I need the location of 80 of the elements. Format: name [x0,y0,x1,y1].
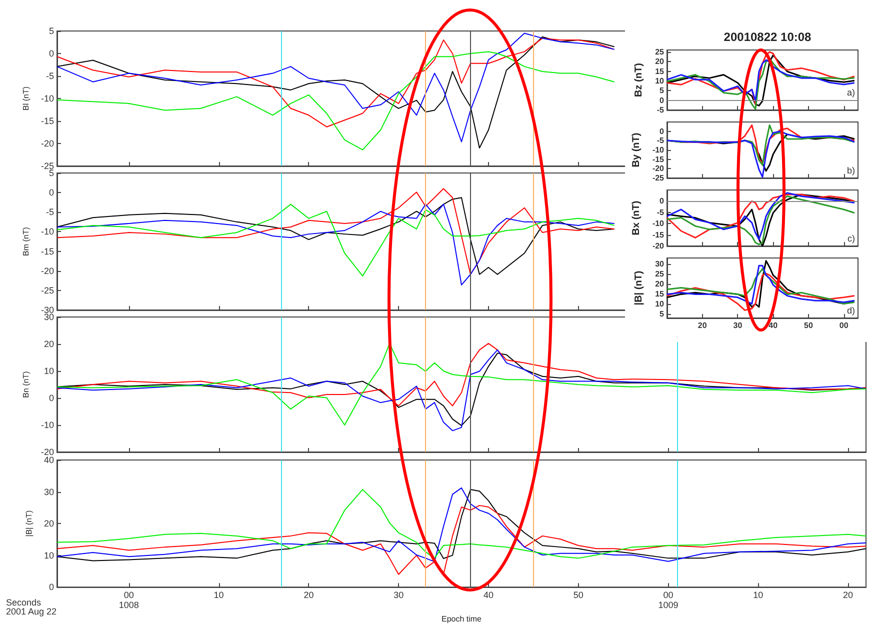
y-tick-label: 10 [655,300,665,308]
y-tick-label: 0 [48,582,54,592]
y-tick-label: 10 [44,366,54,376]
y-tick-label: 0 [48,48,54,58]
y-tick-label: 15 [655,290,665,298]
y-tick-label: -30 [40,305,54,315]
x-tick-label: 10 [214,590,224,600]
y-tick-label: -10 [40,420,54,430]
y-tick-label: 0 [48,393,54,403]
annotation: b) [847,166,856,176]
y-tick-label: 25 [655,270,665,278]
y-tick-label: -15 [652,230,665,240]
x-tick-label: 00 1009 [658,590,678,610]
y-axis-title: Bz (nT) [634,63,645,97]
y-tick-label: -10 [40,94,54,104]
y-axis-title: Bl (nT) [22,86,31,110]
y-tick-label: -25 [40,161,54,171]
y-axis-title: |B| (nT) [24,510,34,537]
x-tick-label: 00 [839,321,849,330]
y-tick-label: 15 [655,66,665,76]
x-tick-label: 00 1008 [118,590,139,610]
y-tick-label: -10 [40,226,54,237]
y-tick-label: -20 [40,447,54,457]
x-tick-label: 40 [768,321,778,330]
y-tick-label: 0 [660,96,665,105]
y-tick-label: -20 [40,138,54,148]
x-tick-label: 20 [304,590,314,600]
y-axis-title: Bx (nT) [631,200,642,236]
y-axis-title: |B| (nT) [634,270,645,306]
text: 2001 Aug 22 [6,606,57,616]
y-tick-label: 10 [655,76,665,86]
y-tick-label: 5 [660,310,665,318]
y-tick-label: 20 [655,57,665,66]
y-axis-title: Bm (nT) [22,226,31,256]
y-tick-label: 0 [48,188,54,198]
y-tick-label: -20 [652,242,665,250]
x-axis-title: Epoch time [441,614,482,624]
y-tick-label: -5 [656,208,665,217]
y-tick-label: 5 [660,86,665,96]
y-tick-label: 30 [44,312,54,322]
y-tick-label: -15 [40,246,54,256]
y-tick-label: 10 [44,550,54,560]
x-tick-label: 40 [483,590,494,600]
x-tick-label: 20 [843,590,854,600]
y-tick-label: -25 [40,285,54,296]
y-axis-title: By (nT) [631,132,642,168]
y-tick-label: -15 [652,154,665,164]
y-axis-title: Bn (nT) [22,370,31,398]
annotation: d) [847,306,856,316]
y-tick-label: -5 [46,71,54,81]
y-tick-label: 20 [655,280,665,288]
y-tick-label: 40 [44,455,54,465]
x-tick-label: 50 [804,321,814,330]
x-tick-label: 30 [394,590,404,600]
y-tick-label: -10 [652,146,665,154]
x-tick-label: 30 [733,321,743,330]
annotation: c) [848,234,856,244]
y-tick-label: 25 [655,47,665,56]
chart-title: 20010822 10:08 [724,30,812,44]
annotation: a) [847,88,856,98]
y-tick-label: 30 [655,260,665,268]
y-tick-label: 5 [48,26,54,36]
y-tick-label: -10 [652,219,665,228]
y-tick-label: 5 [48,168,54,178]
y-tick-label: 20 [44,339,54,349]
y-tick-label: 20 [44,518,54,529]
x-tick-label: 10 [753,590,764,600]
y-tick-label: -5 [46,207,54,218]
y-tick-label: -5 [656,106,665,114]
y-tick-label: -5 [656,136,665,146]
y-tick-label: -20 [40,266,54,276]
y-tick-label: 30 [44,486,54,497]
y-tick-label: 0 [660,126,665,136]
y-tick-label: -25 [652,174,665,182]
y-tick-label: 0 [660,196,665,206]
y-tick-label: -20 [652,164,665,174]
y-tick-label: -15 [40,116,54,126]
text: Seconds [6,598,42,608]
x-tick-label: 20 [698,321,708,330]
x-tick-label: 50 [573,590,584,600]
